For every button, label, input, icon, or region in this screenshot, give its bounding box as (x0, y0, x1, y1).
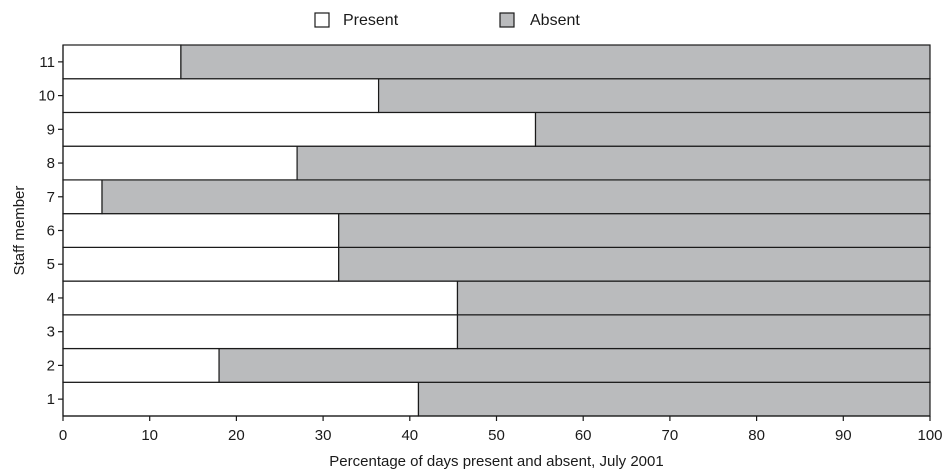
bar-present-staff-6 (62, 213, 340, 248)
y-tick-label: 10 (38, 88, 55, 105)
legend: Present Absent (314, 12, 580, 29)
bar-absent-staff-10 (377, 78, 931, 114)
legend-swatch-absent (499, 12, 515, 28)
bar-present-staff-3 (62, 314, 459, 350)
legend-label-present: Present (343, 12, 399, 29)
y-tick-label: 1 (47, 391, 55, 408)
y-tick-label: 4 (47, 290, 55, 307)
bar-absent-staff-3 (456, 314, 931, 350)
x-tick-label: 20 (228, 427, 245, 444)
y-axis-label: Staff member (11, 186, 28, 276)
legend-label-absent: Absent (530, 12, 580, 29)
y-tick-label: 8 (47, 155, 55, 172)
x-tick-label: 100 (917, 427, 942, 444)
bar-absent-staff-2 (218, 347, 931, 383)
bar-absent-staff-9 (534, 111, 931, 147)
bar-present-staff-1 (62, 381, 420, 417)
bar-present-staff-7 (62, 179, 103, 215)
y-tick-label: 2 (47, 357, 55, 374)
x-tick-label: 40 (401, 427, 418, 444)
bar-absent-staff-1 (417, 381, 931, 417)
legend-swatch-present (314, 12, 330, 28)
bar-present-staff-9 (62, 111, 537, 147)
x-axis-label: Percentage of days present and absent, J… (329, 453, 663, 470)
y-tick-label: 6 (47, 223, 55, 240)
bar-absent-staff-11 (180, 44, 931, 80)
bar-absent-staff-4 (456, 280, 931, 316)
x-tick-label: 10 (141, 427, 158, 444)
x-tick-label: 50 (488, 427, 505, 444)
y-ticks: 1 2 3 4 5 6 7 8 9 10 11 (38, 54, 63, 408)
x-ticks: 0 10 20 30 40 50 60 70 80 90 100 (59, 416, 943, 444)
bar-absent-staff-8 (296, 145, 931, 181)
x-tick-label: 70 (662, 427, 679, 444)
y-tick-label: 9 (47, 121, 55, 138)
x-tick-label: 80 (748, 427, 765, 444)
bar-present-staff-11 (62, 44, 182, 80)
y-tick-label: 7 (47, 189, 55, 206)
bar-present-staff-2 (62, 347, 220, 383)
bar-present-staff-8 (62, 145, 298, 181)
bar-present-staff-10 (62, 78, 380, 114)
y-tick-label: 5 (47, 256, 55, 273)
x-tick-label: 90 (835, 427, 852, 444)
bar-absent-staff-6 (338, 213, 931, 248)
x-tick-label: 60 (575, 427, 592, 444)
y-tick-label: 3 (47, 324, 55, 341)
bar-present-staff-4 (62, 280, 459, 316)
y-tick-label: 11 (39, 54, 55, 71)
x-tick-label: 30 (315, 427, 332, 444)
bar-present-staff-5 (62, 246, 340, 282)
bar-absent-staff-5 (338, 246, 931, 282)
bars-group (62, 44, 931, 417)
bar-absent-staff-7 (101, 179, 931, 215)
x-tick-label: 0 (59, 427, 67, 444)
